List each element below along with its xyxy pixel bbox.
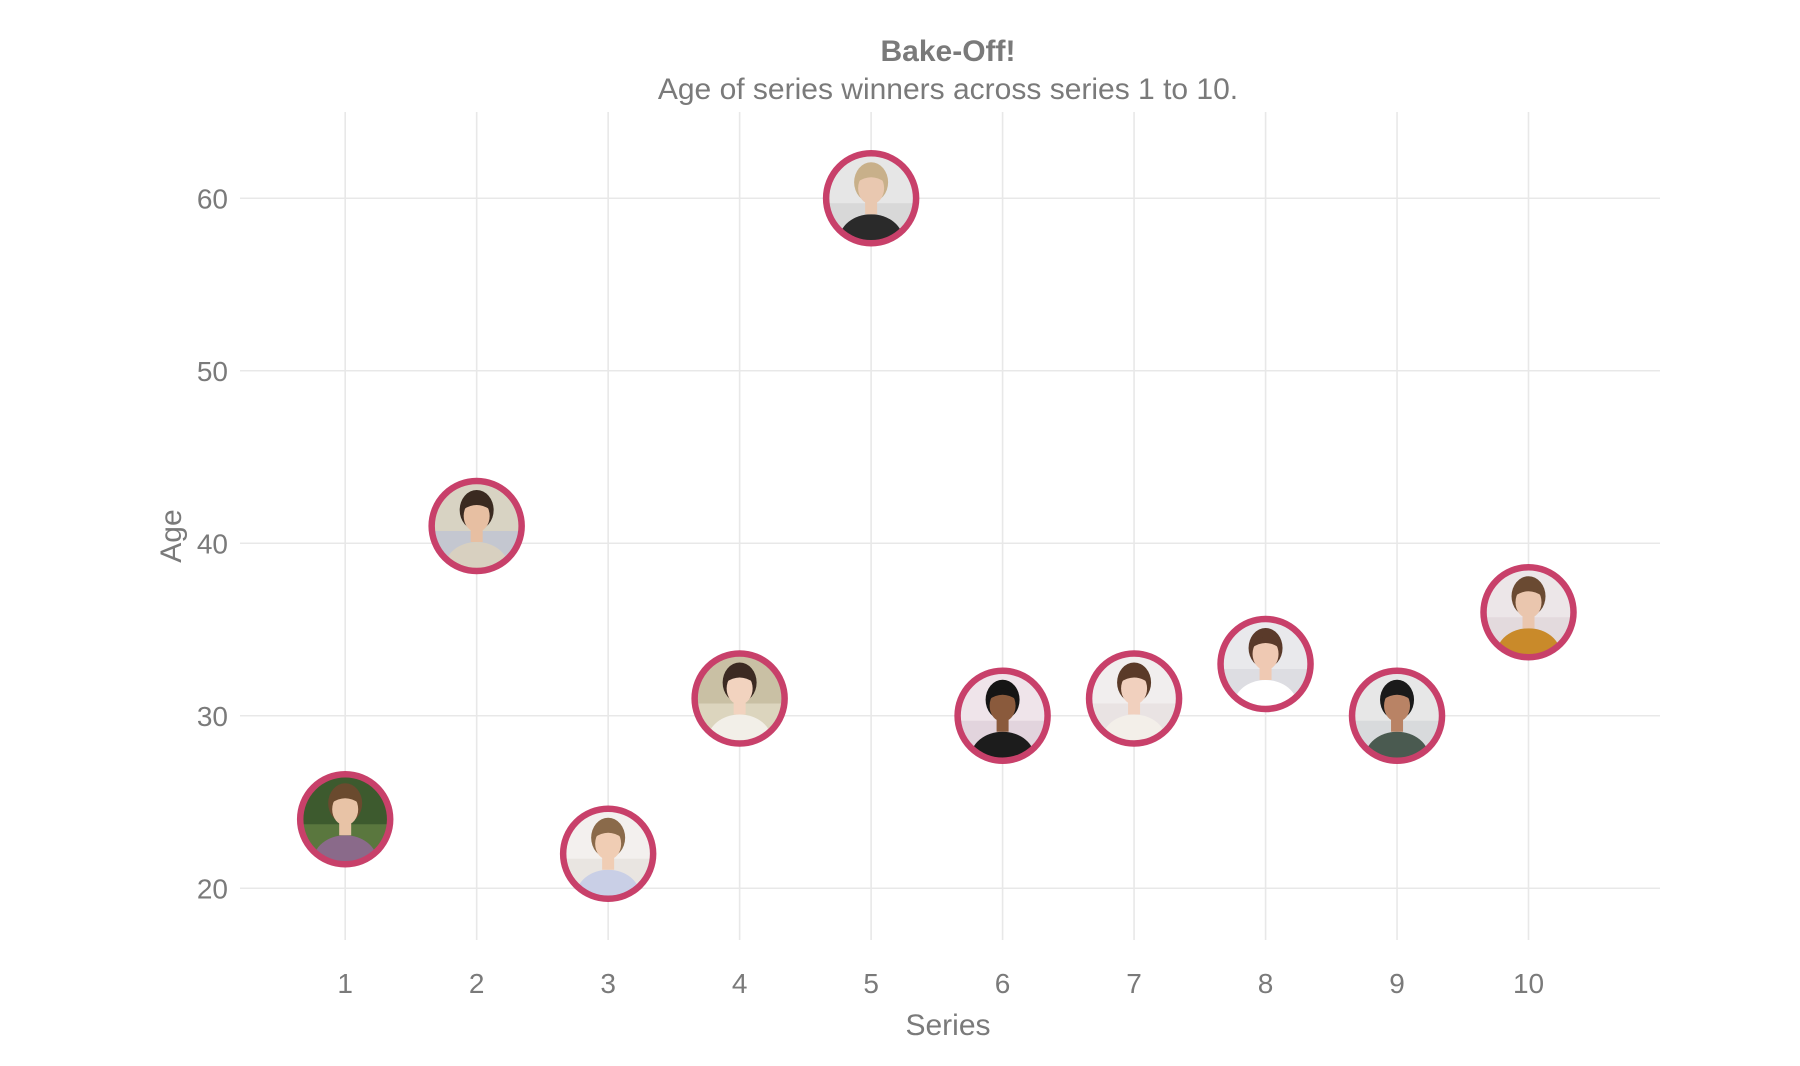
winner-portrait-point [954, 667, 1051, 764]
person-fringe [857, 171, 886, 183]
person-fringe [1383, 688, 1412, 700]
x-tick-label: 9 [1389, 968, 1405, 999]
portrait-ring [1480, 564, 1577, 661]
y-tick-label: 60 [197, 183, 228, 214]
y-axis-title: Age [155, 509, 188, 562]
x-tick-label: 7 [1126, 968, 1142, 999]
y-tick-label: 50 [197, 356, 228, 387]
person-face [463, 500, 490, 532]
x-tick-label: 1 [337, 968, 353, 999]
x-tick-label: 5 [863, 968, 879, 999]
y-tick-label: 40 [197, 528, 228, 559]
person-face [1515, 586, 1542, 619]
y-tick-labels: 20 30 40 50 60 [197, 183, 228, 904]
winner-portrait-point [1085, 650, 1183, 747]
x-tick-label: 3 [600, 968, 616, 999]
winner-portrait-point [691, 650, 788, 747]
portrait-ring [1348, 667, 1446, 764]
portrait-ring [428, 477, 525, 575]
portrait-ring [296, 771, 394, 868]
person-face [989, 689, 1016, 722]
person-face [332, 793, 359, 826]
x-tick-label: 8 [1258, 968, 1274, 999]
person-fringe [462, 499, 491, 510]
x-tick-labels: 1 2 3 4 5 6 7 8 9 10 [337, 968, 1544, 999]
chart-subtitle: Age of series winners across series 1 to… [658, 73, 1238, 106]
person-face [1384, 689, 1411, 722]
winner-portrait-point [822, 150, 920, 247]
portrait-ring [691, 650, 788, 747]
data-points [296, 150, 1577, 902]
portrait-ring [822, 150, 920, 247]
winner-portrait-point [428, 477, 525, 575]
winner-portrait-point [1348, 667, 1446, 764]
winner-portrait-point [296, 771, 394, 868]
person-fringe [1120, 671, 1149, 683]
person-face [595, 827, 622, 860]
person-face [1252, 638, 1279, 670]
person-face [726, 672, 753, 705]
person-fringe [331, 792, 360, 804]
y-tick-label: 30 [197, 701, 228, 732]
chart-title: Bake-Off! [880, 35, 1015, 68]
person-fringe [1514, 585, 1543, 597]
person-fringe [594, 826, 623, 838]
person-face [1121, 672, 1148, 705]
x-tick-label: 4 [732, 968, 748, 999]
x-axis-title: Series [905, 1009, 990, 1042]
portrait-ring [954, 667, 1051, 764]
person-fringe [988, 688, 1017, 700]
person-face [858, 172, 885, 205]
portrait-ring [1085, 650, 1183, 747]
x-tick-label: 6 [995, 968, 1011, 999]
person-fringe [725, 671, 754, 683]
portrait-ring [559, 805, 657, 902]
person-fringe [1251, 637, 1280, 648]
x-tick-label: 10 [1513, 968, 1544, 999]
portrait-ring [1217, 615, 1314, 713]
x-tick-label: 2 [469, 968, 485, 999]
y-tick-label: 20 [197, 873, 228, 904]
